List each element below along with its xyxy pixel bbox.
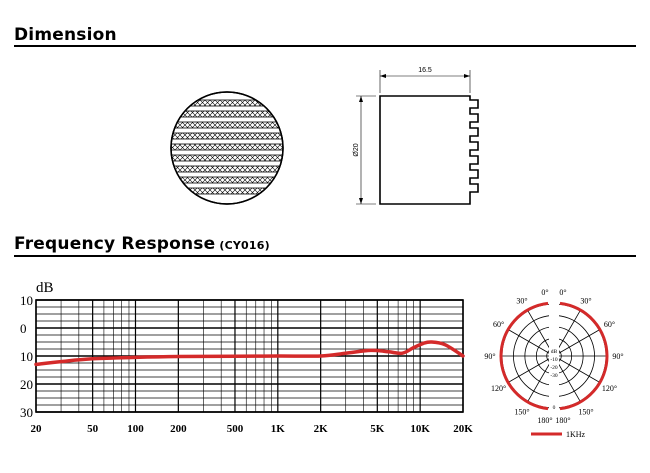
polar-angle-label: 30° xyxy=(516,297,527,306)
polar-angle-label: 90° xyxy=(612,352,623,361)
polar-angle-label: 180° xyxy=(555,416,570,425)
polar-angle-label: 0° xyxy=(559,288,566,297)
x-tick-label: 10K xyxy=(410,423,430,435)
polar-pattern-curve xyxy=(499,301,609,411)
x-tick-labels: 20 50 100 200 500 1K 2K 5K 10K 20K xyxy=(31,423,474,435)
y-axis-label: dB xyxy=(36,280,54,296)
polar-angle-label: 30° xyxy=(580,297,591,306)
polar-spoke xyxy=(508,355,555,383)
y-tick-label: 0 xyxy=(20,321,27,336)
capsule-side-view xyxy=(356,70,479,205)
dimension-title-text: Dimension xyxy=(14,25,117,45)
polar-angle-label: 150° xyxy=(514,407,529,416)
section-divider-dimension xyxy=(14,45,636,47)
polar-angle-label: 120° xyxy=(602,384,617,393)
width-dimension-label: 16.5 xyxy=(418,67,432,74)
section-divider-frequency xyxy=(14,255,636,257)
polar-db-label: -20 xyxy=(550,365,558,371)
polar-db-label: 0 xyxy=(553,405,556,411)
polar-db-label: -10 xyxy=(550,357,558,363)
polar-scale-bar xyxy=(549,298,559,414)
y-tick-label: 10 xyxy=(20,349,33,364)
polar-pattern-left xyxy=(499,301,549,411)
section-title-frequency: Frequency Response (CY016) xyxy=(14,234,270,254)
y-tick-label: 20 xyxy=(20,377,33,392)
chart-grid xyxy=(35,299,464,413)
x-tick-label: 50 xyxy=(87,423,99,435)
polar-angle-label: 120° xyxy=(491,384,506,393)
polar-db-label: dB xyxy=(551,349,558,355)
polar-db-label: -30 xyxy=(550,373,558,379)
polar-angle-label: 60° xyxy=(604,320,615,329)
x-tick-label: 5K xyxy=(370,423,385,435)
section-title-dimension: Dimension xyxy=(14,25,117,45)
polar-angle-label: 90° xyxy=(484,352,495,361)
frequency-title-text: Frequency Response xyxy=(14,234,216,254)
y-tick-label: 10 xyxy=(20,293,33,308)
polar-spoke xyxy=(553,355,600,383)
x-tick-label: 2K xyxy=(314,423,329,435)
polar-pattern-right xyxy=(559,301,609,411)
height-dimension-label: Ø20 xyxy=(353,143,360,156)
x-tick-label: 100 xyxy=(127,423,144,435)
polar-angle-labels: 0° 0° 30° 30° 60° 60° 90° 90° 120° 120° 150° 150° 18… xyxy=(484,288,623,425)
capsule-front-view xyxy=(170,91,284,205)
x-tick-label: 500 xyxy=(227,423,244,435)
polar-spoke xyxy=(553,329,600,357)
polar-angle-label: 0° xyxy=(541,288,548,297)
model-number: (CY016) xyxy=(219,239,270,252)
y-tick-label: 30 xyxy=(20,405,33,420)
frequency-response-curve xyxy=(34,340,465,367)
x-tick-label: 200 xyxy=(170,423,187,435)
x-tick-label: 1K xyxy=(271,423,286,435)
polar-db-labels: dB -10 -20 -30 0 xyxy=(550,349,558,411)
legend-label: 1KHz xyxy=(566,430,586,439)
polar-angle-label: 180° xyxy=(537,416,552,425)
polar-angle-label: 60° xyxy=(493,320,504,329)
polar-spoke xyxy=(508,329,555,357)
polar-angle-label: 150° xyxy=(578,407,593,416)
polar-grid xyxy=(501,298,607,414)
y-tick-labels: 10 0 10 20 30 xyxy=(20,293,33,420)
x-tick-label: 20K xyxy=(453,423,473,435)
x-tick-label: 20 xyxy=(31,423,43,435)
